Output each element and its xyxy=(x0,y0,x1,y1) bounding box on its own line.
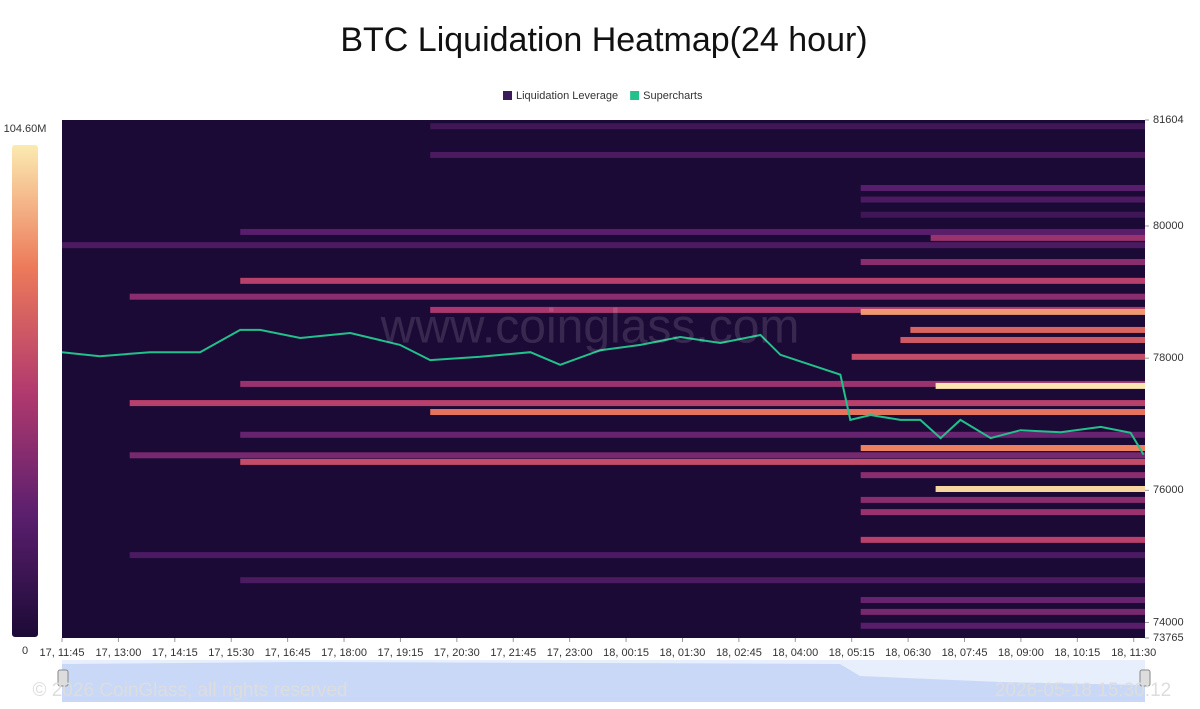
x-tick-label: 17, 14:15 xyxy=(152,647,198,659)
y-tick-label: 76000 xyxy=(1153,484,1184,496)
heat-band xyxy=(129,293,1145,300)
watermark: www.coinglass.com xyxy=(380,301,800,354)
x-tick-label: 17, 19:15 xyxy=(378,647,424,659)
heat-band xyxy=(430,123,1146,130)
heat-band xyxy=(910,326,1145,333)
x-tick-label: 18, 07:45 xyxy=(942,647,988,659)
heat-band xyxy=(240,431,1145,438)
heat-band xyxy=(860,259,1145,266)
heat-band xyxy=(860,496,1145,503)
navigator-area xyxy=(62,662,1145,702)
x-tick-label: 18, 01:30 xyxy=(660,647,706,659)
x-tick-label: 17, 20:30 xyxy=(434,647,480,659)
colorbar-label: 104.60M xyxy=(4,123,47,135)
x-tick-label: 18, 00:15 xyxy=(603,647,649,659)
y-tick-label: 81604 xyxy=(1153,114,1184,126)
chart-title: BTC Liquidation Heatmap(24 hour) xyxy=(340,21,867,59)
heat-band xyxy=(62,242,1145,249)
legend-swatch xyxy=(630,91,640,100)
colorbar-label: 0 xyxy=(22,645,28,657)
x-tick-label: 17, 13:00 xyxy=(95,647,141,659)
heat-band xyxy=(851,353,1145,360)
heat-band xyxy=(935,485,1145,492)
heat-band xyxy=(240,380,1145,387)
heat-band xyxy=(430,409,1146,416)
heat-band xyxy=(860,608,1145,615)
heat-band xyxy=(240,577,1145,584)
x-tick-label: 17, 18:00 xyxy=(321,647,367,659)
heat-band xyxy=(930,234,1145,241)
x-tick-label: 18, 10:15 xyxy=(1054,647,1100,659)
x-tick-label: 18, 04:00 xyxy=(772,647,818,659)
x-tick-label: 17, 23:00 xyxy=(547,647,593,659)
heat-band xyxy=(860,622,1145,629)
x-tick-label: 17, 11:45 xyxy=(39,647,84,659)
price-line xyxy=(61,328,1145,456)
plot-background xyxy=(62,120,1145,638)
y-tick-label: 73765 xyxy=(1153,632,1184,644)
heat-band xyxy=(430,306,1146,313)
heat-band xyxy=(900,336,1145,343)
timestamp: 2026-05-18 15:30:12 xyxy=(995,680,1171,701)
y-tick-label: 74000 xyxy=(1153,616,1184,628)
navigator-handle[interactable] xyxy=(1139,669,1151,687)
heat-band xyxy=(860,597,1145,604)
colorbar xyxy=(12,145,38,637)
heat-band xyxy=(240,228,1145,235)
x-tick-label: 17, 21:45 xyxy=(490,647,536,659)
heat-band xyxy=(129,552,1145,559)
heat-band xyxy=(860,472,1145,479)
x-tick-label: 18, 09:00 xyxy=(998,647,1044,659)
y-tick-label: 78000 xyxy=(1153,352,1184,364)
x-tick-label: 17, 15:30 xyxy=(208,647,254,659)
heat-band xyxy=(860,184,1145,191)
x-tick-label: 17, 16:45 xyxy=(265,647,311,659)
heat-band xyxy=(860,445,1145,452)
x-tick-label: 18, 05:15 xyxy=(829,647,875,659)
copyright: © 2026 CoinGlass, all rights reserved xyxy=(33,680,348,701)
heat-band xyxy=(935,382,1145,389)
heat-band xyxy=(240,277,1145,284)
heat-band xyxy=(129,400,1145,407)
heat-band xyxy=(240,458,1145,465)
heat-band xyxy=(860,308,1145,315)
x-tick-label: 18, 06:30 xyxy=(885,647,931,659)
heat-band xyxy=(129,452,1145,459)
legend-label: Liquidation Leverage xyxy=(516,90,618,102)
legend-label: Supercharts xyxy=(643,90,703,102)
heat-band xyxy=(860,536,1145,543)
heat-band xyxy=(430,151,1146,158)
y-tick-label: 80000 xyxy=(1153,220,1184,232)
heat-band xyxy=(860,196,1145,203)
navigator-handle[interactable] xyxy=(57,669,69,687)
x-tick-label: 18, 02:45 xyxy=(716,647,762,659)
heat-band xyxy=(860,211,1145,218)
heat-band xyxy=(860,509,1145,516)
x-tick-label: 18, 11:30 xyxy=(1111,647,1156,659)
legend-swatch xyxy=(503,91,512,100)
